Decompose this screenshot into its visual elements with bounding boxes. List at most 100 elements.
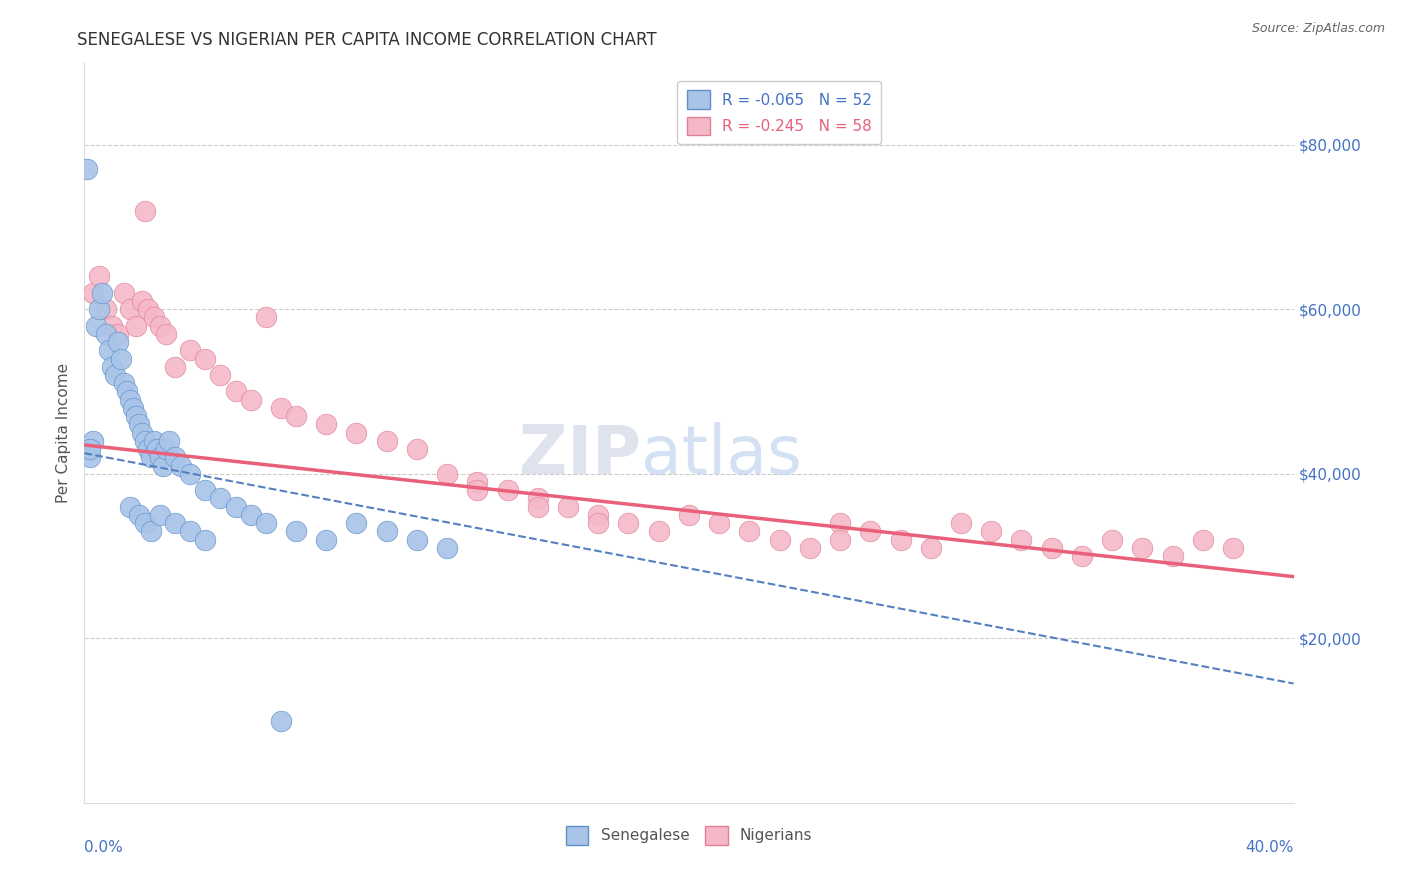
Point <box>89 269 111 284</box>
Point <box>346 516 368 530</box>
Point <box>617 516 640 530</box>
Point <box>136 302 159 317</box>
Point <box>496 483 519 498</box>
Point <box>104 368 127 382</box>
Point <box>97 343 120 358</box>
Point <box>91 285 114 300</box>
Point <box>155 326 177 341</box>
Point <box>920 541 942 555</box>
Point <box>165 516 187 530</box>
Point <box>769 533 792 547</box>
Point <box>830 516 852 530</box>
Point <box>128 417 150 432</box>
Point <box>527 500 550 514</box>
Point <box>648 524 671 539</box>
Point <box>225 500 247 514</box>
Point <box>890 533 912 547</box>
Text: ZIP: ZIP <box>519 422 641 488</box>
Point <box>1130 541 1153 555</box>
Point <box>82 434 104 448</box>
Point <box>225 384 247 399</box>
Point <box>738 524 761 539</box>
Point <box>134 203 156 218</box>
Point <box>100 359 122 374</box>
Point <box>107 326 129 341</box>
Point <box>139 450 162 465</box>
Point <box>149 508 172 522</box>
Point <box>375 434 398 448</box>
Text: SENEGALESE VS NIGERIAN PER CAPITA INCOME CORRELATION CHART: SENEGALESE VS NIGERIAN PER CAPITA INCOME… <box>77 31 657 49</box>
Point <box>142 310 165 325</box>
Point <box>157 434 180 448</box>
Point <box>128 508 150 522</box>
Point <box>121 401 143 415</box>
Point <box>209 368 232 382</box>
Point <box>179 524 201 539</box>
Point <box>1040 541 1063 555</box>
Point <box>125 318 148 333</box>
Point <box>709 516 731 530</box>
Point <box>179 343 201 358</box>
Y-axis label: Per Capita Income: Per Capita Income <box>56 362 72 503</box>
Point <box>107 335 129 350</box>
Point <box>125 409 148 424</box>
Point <box>375 524 398 539</box>
Point <box>1222 541 1244 555</box>
Point <box>118 302 141 317</box>
Point <box>1161 549 1184 563</box>
Point <box>830 533 852 547</box>
Point <box>152 458 174 473</box>
Point <box>1101 533 1123 547</box>
Point <box>131 425 153 440</box>
Point <box>209 491 232 506</box>
Point <box>79 450 101 465</box>
Point <box>139 524 162 539</box>
Point <box>285 409 308 424</box>
Point <box>588 508 610 522</box>
Point <box>86 318 108 333</box>
Point <box>82 285 104 300</box>
Point <box>131 293 153 308</box>
Point <box>149 318 172 333</box>
Point <box>436 467 458 481</box>
Point <box>179 467 201 481</box>
Text: atlas: atlas <box>641 422 801 488</box>
Point <box>1011 533 1033 547</box>
Text: 40.0%: 40.0% <box>1246 840 1294 855</box>
Point <box>1071 549 1094 563</box>
Point <box>112 376 135 391</box>
Point <box>89 302 111 317</box>
Point <box>79 442 101 456</box>
Point <box>799 541 821 555</box>
Point <box>100 318 122 333</box>
Legend: Senegalese, Nigerians: Senegalese, Nigerians <box>560 820 818 851</box>
Point <box>315 533 337 547</box>
Point <box>155 442 177 456</box>
Point <box>76 162 98 177</box>
Point <box>239 508 262 522</box>
Text: Source: ZipAtlas.com: Source: ZipAtlas.com <box>1251 22 1385 36</box>
Point <box>170 458 193 473</box>
Point <box>950 516 973 530</box>
Point <box>254 516 277 530</box>
Point <box>112 285 135 300</box>
Point <box>285 524 308 539</box>
Point <box>980 524 1002 539</box>
Point <box>527 491 550 506</box>
Point <box>118 500 141 514</box>
Point <box>134 434 156 448</box>
Point <box>859 524 882 539</box>
Point <box>136 442 159 456</box>
Point <box>678 508 700 522</box>
Point <box>254 310 277 325</box>
Point <box>146 442 169 456</box>
Point <box>406 533 429 547</box>
Point <box>406 442 429 456</box>
Point <box>165 450 187 465</box>
Point <box>165 359 187 374</box>
Point <box>588 516 610 530</box>
Point <box>270 714 292 728</box>
Point <box>194 351 217 366</box>
Point <box>94 326 117 341</box>
Point <box>315 417 337 432</box>
